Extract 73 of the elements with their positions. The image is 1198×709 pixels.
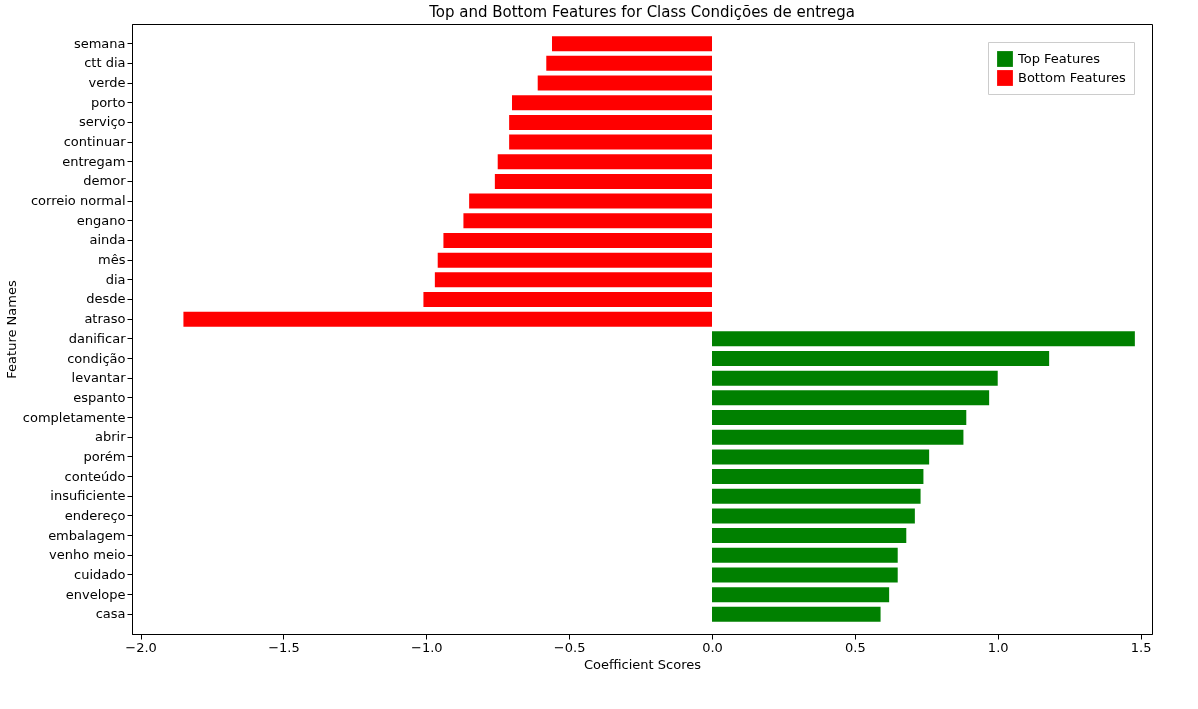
x-axis-title: Coefficient Scores [583,656,702,672]
bar [512,95,712,111]
bar [537,75,712,91]
x-tick-label: 1.5 [1130,639,1152,655]
bar [443,232,712,248]
y-tick-label: entregam [62,153,126,169]
bar [712,449,930,465]
x-tick-label: 1.0 [987,639,1009,655]
bar [712,508,915,524]
y-tick-label: cuidado [74,566,126,582]
y-tick-label: engano [76,212,126,228]
y-tick-label: porto [90,94,126,110]
bar [494,173,712,189]
y-tick-label: correio normal [30,193,126,209]
bar [712,469,924,485]
x-tick-label: −1.0 [411,639,443,655]
bar [183,311,712,327]
y-tick-label: danificar [68,330,127,346]
y-tick-label: continuar [63,134,127,150]
bar [712,547,898,563]
bar [712,351,1050,367]
bar [552,36,712,52]
y-tick-label: espanto [73,389,126,405]
bar [712,410,967,426]
bar [712,390,990,406]
legend-label: Bottom Features [1018,70,1126,85]
y-tick-label: serviço [78,114,126,130]
y-axis-title: Feature Names [3,280,19,379]
y-tick-label: embalagem [48,527,126,543]
bar [509,134,712,150]
y-tick-label: endereço [64,507,126,523]
bar [712,370,998,386]
y-tick-label: envelope [65,586,126,602]
bar [509,114,712,130]
bar [712,488,921,504]
y-tick-label: levantar [71,370,127,386]
bar [437,252,712,268]
y-tick-label: verde [88,75,126,91]
y-tick-label: semana [73,35,126,51]
chart-title: Top and Bottom Features for Class Condições de entrega [428,3,855,21]
bar [712,528,907,544]
bar [712,587,890,603]
bar [712,567,898,583]
bar [546,55,712,71]
y-tick-label: conteúdo [64,468,126,484]
bar [469,193,712,209]
y-tick-label: dia [105,271,126,287]
bar [463,213,712,229]
y-tick-label: demor [83,173,127,189]
legend-label: Top Features [1017,51,1101,66]
y-tick-label: atraso [84,311,126,327]
bar [434,272,712,288]
x-tick-label: −0.5 [553,639,586,655]
y-tick-label: abrir [94,429,127,445]
y-tick-label: mês [98,252,126,268]
x-tick-label: −2.0 [125,639,157,655]
y-tick-label: condição [67,350,126,366]
bar [712,606,881,622]
y-tick-label: completamente [22,409,126,425]
bar [712,331,1135,347]
x-tick-label: 0.5 [845,639,866,655]
y-tick-label: insuficiente [50,488,126,504]
y-tick-label: porém [83,448,126,464]
bar [712,429,964,445]
y-tick-label: venho meio [49,547,126,563]
y-tick-label: desde [86,291,126,307]
bar [423,291,712,307]
y-tick-label: casa [95,606,126,622]
x-tick-label: −1.5 [268,639,300,655]
y-tick-label: ainda [89,232,126,248]
x-tick-label: 0.0 [702,639,723,655]
bar [497,154,712,170]
y-tick-label: ctt dia [84,55,126,71]
